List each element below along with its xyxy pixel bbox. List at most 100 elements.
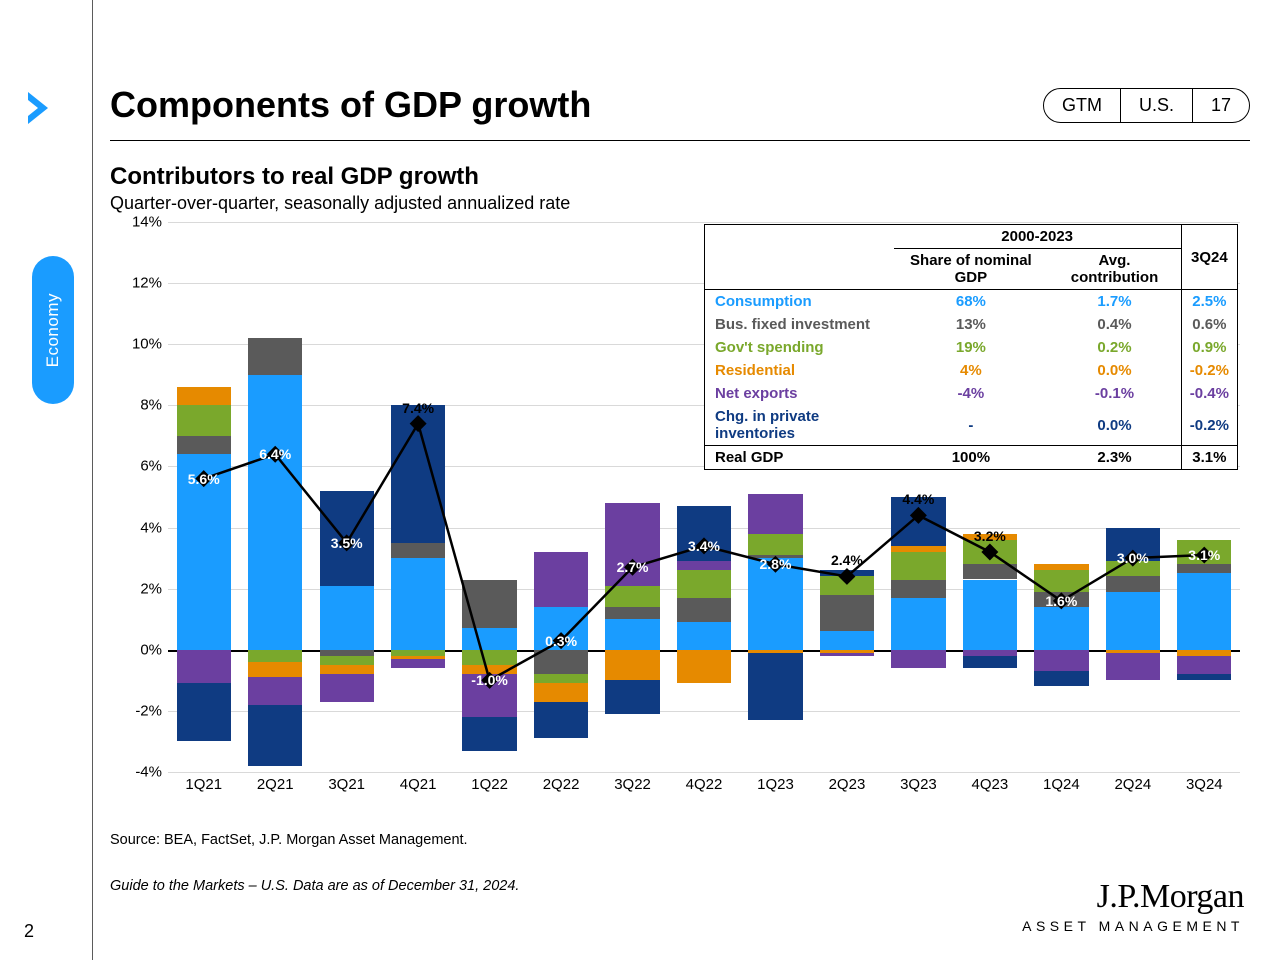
x-tick-label: 1Q23 [740, 776, 811, 802]
logo-sub: ASSET MANAGEMENT [1022, 918, 1244, 934]
table-cell: 4% [894, 359, 1049, 382]
bar-segment-bus_fixed [1106, 576, 1160, 591]
table-cell: 0.0% [1048, 405, 1181, 446]
bar-segment-consumption [391, 558, 445, 650]
table-cell: 13% [894, 313, 1049, 336]
bar-segment-bus_fixed [963, 564, 1017, 579]
table-cell: 1.7% [1048, 290, 1181, 314]
bar-group [382, 222, 453, 772]
table-cell: -0.1% [1048, 382, 1181, 405]
bar-segment-inventories [891, 497, 945, 546]
x-tick-label: 2Q22 [525, 776, 596, 802]
bar-segment-consumption [1106, 592, 1160, 650]
bar-segment-bus_fixed [677, 598, 731, 622]
bar-segment-bus_fixed [177, 436, 231, 454]
bar-group [525, 222, 596, 772]
table-row-label: Net exports [705, 382, 894, 405]
table-cell: 2.3% [1048, 446, 1181, 470]
y-tick-label: 6% [110, 458, 162, 475]
bar-group [239, 222, 310, 772]
y-tick-label: -4% [110, 764, 162, 781]
bar-segment-net_exports [248, 677, 302, 705]
bar-segment-net_exports [320, 674, 374, 702]
y-tick-label: 0% [110, 641, 162, 658]
table-cell: 0.0% [1048, 359, 1181, 382]
table-cell: -0.4% [1181, 382, 1237, 405]
bar-segment-residential [248, 662, 302, 677]
y-tick-label: 4% [110, 519, 162, 536]
bar-segment-bus_fixed [534, 650, 588, 674]
bar-segment-inventories [1034, 671, 1088, 686]
bar-segment-inventories [534, 702, 588, 739]
bar-segment-bus_fixed [1177, 564, 1231, 573]
pill-region: U.S. [1120, 89, 1192, 122]
bar-group [168, 222, 239, 772]
bar-segment-residential [462, 665, 516, 674]
bar-segment-residential [320, 665, 374, 674]
table-col-avg: Avg. contribution [1048, 249, 1181, 290]
y-tick-label: 8% [110, 397, 162, 414]
bar-segment-gov [1106, 561, 1160, 576]
context-pill: GTM U.S. 17 [1043, 88, 1250, 123]
bar-segment-bus_fixed [248, 338, 302, 375]
legend-table: 2000-2023 3Q24 Share of nominal GDP Avg.… [704, 224, 1238, 470]
table-cell: 0.4% [1048, 313, 1181, 336]
bar-segment-net_exports [1177, 656, 1231, 674]
x-tick-label: 1Q22 [454, 776, 525, 802]
x-tick-label: 4Q21 [382, 776, 453, 802]
table-row-label: Residential [705, 359, 894, 382]
chart-subtitle: Quarter-over-quarter, seasonally adjuste… [110, 193, 1250, 214]
bar-segment-inventories [320, 491, 374, 586]
table-cell: -4% [894, 382, 1049, 405]
bar-segment-consumption [534, 607, 588, 650]
bar-segment-residential [1034, 564, 1088, 570]
bar-segment-gov [534, 674, 588, 683]
bar-segment-residential [677, 650, 731, 684]
y-tick-label: 2% [110, 580, 162, 597]
bar-segment-gov [1034, 570, 1088, 591]
bar-segment-consumption [891, 598, 945, 650]
bar-segment-gov [891, 552, 945, 580]
bar-segment-inventories [963, 656, 1017, 668]
x-tick-label: 1Q21 [168, 776, 239, 802]
bar-segment-consumption [748, 558, 802, 650]
bar-segment-residential [963, 534, 1017, 540]
bar-group [454, 222, 525, 772]
bar-segment-gov [177, 405, 231, 436]
table-total-label: Real GDP [705, 446, 894, 470]
bar-segment-gov [1177, 540, 1231, 564]
bar-segment-gov [605, 586, 659, 607]
table-cell: 3.1% [1181, 446, 1237, 470]
x-tick-label: 3Q24 [1169, 776, 1240, 802]
x-tick-label: 4Q22 [668, 776, 739, 802]
pill-page: 17 [1192, 89, 1249, 122]
bar-segment-consumption [963, 580, 1017, 650]
table-cell: - [894, 405, 1049, 446]
source-line-1: Source: BEA, FactSet, J.P. Morgan Asset … [110, 832, 1250, 848]
table-period: 2000-2023 [894, 225, 1182, 249]
table-cell: 100% [894, 446, 1049, 470]
bar-segment-consumption [820, 631, 874, 649]
table-row-label: Gov't spending [705, 336, 894, 359]
table-cell: 19% [894, 336, 1049, 359]
x-tick-label: 2Q24 [1097, 776, 1168, 802]
side-tab-economy[interactable]: Economy [32, 256, 74, 404]
side-tab-label: Economy [43, 293, 63, 367]
bar-segment-bus_fixed [1034, 592, 1088, 607]
chevron-right-icon [18, 88, 58, 133]
x-tick-label: 4Q23 [954, 776, 1025, 802]
bar-segment-inventories [677, 506, 731, 561]
bar-segment-net_exports [605, 503, 659, 586]
bar-segment-bus_fixed [891, 580, 945, 598]
bar-segment-gov [677, 570, 731, 598]
table-cell: -0.2% [1181, 405, 1237, 446]
bar-segment-net_exports [677, 561, 731, 570]
bar-segment-gov [248, 650, 302, 662]
table-row-label: Consumption [705, 290, 894, 314]
bar-segment-inventories [748, 653, 802, 720]
bar-segment-residential [534, 683, 588, 701]
bar-segment-net_exports [820, 653, 874, 656]
bar-segment-bus_fixed [462, 580, 516, 629]
bar-segment-residential [177, 387, 231, 405]
table-cell: 2.5% [1181, 290, 1237, 314]
